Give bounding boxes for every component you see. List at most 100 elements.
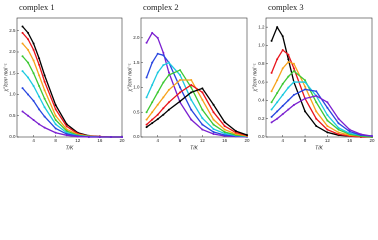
data-point	[38, 108, 41, 111]
data-point	[337, 128, 340, 131]
x-tick-label: 12	[325, 138, 331, 143]
x-tick-label: 20	[119, 138, 125, 143]
data-point	[287, 58, 290, 61]
data-point	[337, 131, 340, 134]
data-point	[201, 117, 204, 120]
x-tick-label: 8	[54, 138, 57, 143]
chart-title: complex 2	[143, 2, 179, 12]
data-point	[276, 117, 279, 120]
y-tick-label: 0.4	[258, 98, 265, 103]
data-point	[304, 79, 307, 82]
series-line	[271, 81, 373, 137]
data-point	[162, 64, 165, 67]
data-point	[348, 130, 351, 133]
data-point	[27, 61, 30, 64]
series-line	[271, 95, 373, 137]
series-line	[146, 31, 248, 138]
data-point	[201, 98, 204, 101]
data-point	[145, 126, 148, 129]
data-point	[315, 117, 318, 120]
data-point	[281, 67, 284, 70]
data-point	[281, 49, 284, 52]
data-point	[281, 93, 284, 96]
x-axis-label: T/K	[315, 145, 323, 151]
data-point	[156, 103, 159, 106]
x-tick-label: 8	[304, 138, 307, 143]
data-point	[326, 119, 329, 122]
data-point	[156, 113, 159, 116]
data-point	[315, 110, 318, 113]
y-tick-label: 1.0	[258, 43, 265, 48]
series-line	[22, 110, 122, 138]
data-point	[292, 93, 295, 96]
data-point	[38, 57, 41, 60]
data-point	[326, 131, 329, 134]
data-point	[27, 31, 30, 34]
data-point	[27, 93, 30, 96]
data-point	[190, 98, 193, 101]
data-point	[151, 101, 154, 104]
data-point	[287, 53, 290, 56]
data-point	[54, 104, 57, 107]
data-point	[38, 63, 41, 66]
data-point	[87, 136, 90, 138]
series-line	[146, 84, 248, 137]
data-point	[212, 103, 215, 106]
data-point	[270, 90, 273, 93]
data-point	[315, 125, 318, 128]
series-line	[145, 61, 248, 138]
data-point	[76, 135, 79, 138]
chart-title: complex 3	[268, 2, 304, 12]
data-point	[65, 134, 68, 137]
data-point	[21, 31, 24, 34]
data-point	[145, 123, 148, 126]
data-point	[38, 95, 41, 98]
data-point	[359, 133, 362, 136]
data-point	[287, 60, 290, 63]
data-point	[32, 85, 35, 87]
data-point	[223, 131, 226, 134]
data-point	[292, 62, 295, 65]
data-point	[270, 71, 273, 74]
data-point	[337, 126, 340, 129]
data-point	[38, 85, 41, 87]
data-point	[162, 107, 165, 110]
y-tick-label: 1.0	[133, 85, 140, 90]
data-point	[54, 127, 57, 130]
data-point	[326, 101, 329, 104]
data-point	[201, 128, 204, 131]
data-point	[326, 114, 329, 117]
data-point	[223, 125, 226, 128]
y-tick-label: 0.6	[258, 79, 265, 84]
series-line	[270, 49, 372, 138]
series-line	[146, 87, 248, 136]
data-point	[32, 59, 35, 62]
series-line	[22, 55, 122, 138]
data-point	[32, 72, 35, 75]
series-line	[146, 79, 248, 137]
data-point	[348, 132, 351, 135]
data-point	[270, 108, 273, 111]
data-point	[162, 51, 165, 54]
data-point	[54, 108, 57, 111]
data-point	[27, 114, 30, 117]
data-point	[43, 89, 46, 92]
data-point	[201, 108, 204, 111]
data-point	[223, 128, 226, 131]
series-line	[270, 25, 372, 138]
data-point	[167, 88, 170, 91]
data-point	[151, 83, 154, 86]
data-point	[201, 87, 204, 90]
data-point	[43, 74, 46, 77]
data-point	[234, 133, 237, 136]
data-point	[151, 122, 154, 125]
data-point	[27, 48, 30, 51]
data-point	[156, 71, 159, 74]
x-tick-label: 12	[75, 138, 81, 143]
data-point	[190, 83, 193, 86]
data-point	[315, 101, 318, 104]
x-tick-label: 16	[97, 138, 103, 143]
data-point	[270, 115, 273, 118]
x-tick-label: 16	[222, 138, 228, 143]
data-point	[21, 42, 24, 45]
